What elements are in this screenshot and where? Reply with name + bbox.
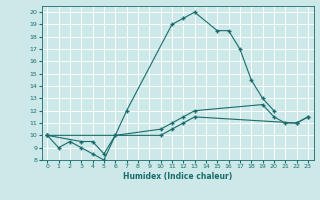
X-axis label: Humidex (Indice chaleur): Humidex (Indice chaleur) <box>123 172 232 181</box>
